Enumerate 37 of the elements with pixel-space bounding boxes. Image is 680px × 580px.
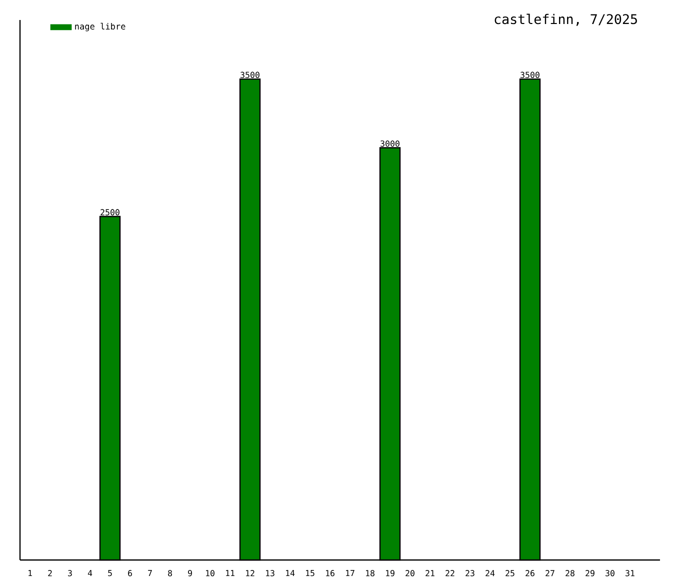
x-tick-label: 20 (406, 570, 414, 576)
x-tick-label: 6 (128, 570, 132, 576)
x-tick-label: 25 (506, 570, 514, 576)
x-tick-label: 14 (286, 570, 295, 576)
x-tick-label: 15 (306, 570, 314, 576)
x-tick-label: 30 (606, 570, 614, 576)
x-tick-label: 24 (486, 570, 495, 576)
x-tick-label: 17 (346, 570, 354, 576)
x-tick-label: 27 (546, 570, 554, 576)
data-label: 3500 (240, 72, 260, 78)
x-tick-label: 11 (226, 570, 234, 576)
x-tick-label: 10 (206, 570, 214, 576)
x-tick-label: 19 (386, 570, 394, 576)
x-tick-label: 2 (48, 570, 52, 576)
x-tick-label: 13 (266, 570, 274, 576)
x-tick-label: 8 (168, 570, 172, 576)
data-label: 3500 (520, 72, 540, 78)
x-tick-label: 31 (626, 570, 634, 576)
data-label: 2500 (100, 209, 120, 216)
x-tick-label: 29 (586, 570, 594, 576)
x-tick-label: 9 (188, 570, 192, 576)
x-tick-label: 7 (148, 570, 152, 576)
x-tick-label: 1 (28, 570, 32, 576)
x-tick-label: 5 (108, 570, 112, 576)
data-label: 3000 (380, 140, 400, 147)
chart-title: castlefinn, 7/2025 (494, 14, 637, 26)
x-tick-label: 4 (88, 570, 92, 576)
x-tick-label: 26 (526, 570, 534, 576)
x-tick-label: 22 (446, 570, 454, 576)
x-tick-label: 16 (326, 570, 334, 576)
x-tick-label: 23 (466, 570, 474, 576)
x-tick-label: 18 (366, 570, 374, 576)
x-tick-label: 21 (426, 570, 434, 576)
x-tick-label: 12 (246, 570, 254, 576)
legend-label: nage libre (75, 22, 126, 32)
x-tick-label: 3 (68, 570, 72, 576)
x-tick-label: 28 (566, 570, 574, 576)
